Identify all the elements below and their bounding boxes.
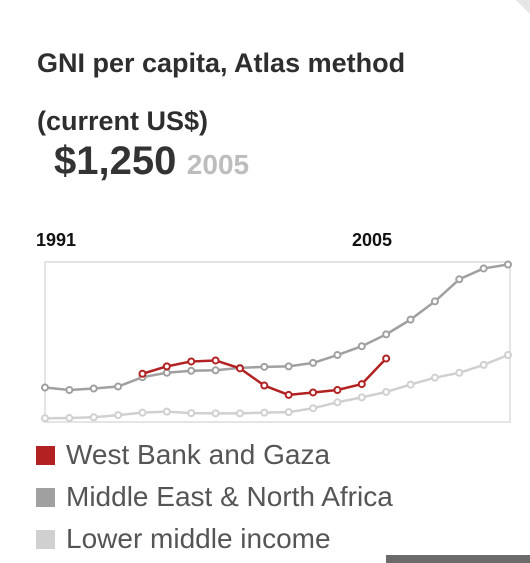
series-1-point-9[interactable] (260, 362, 269, 371)
series-1-point-12[interactable] (333, 351, 342, 360)
series-2-point-19[interactable] (504, 351, 512, 360)
series-1-point-7[interactable] (211, 366, 220, 375)
series-0-point-7[interactable] (309, 388, 318, 397)
legend-swatch-2 (36, 529, 55, 549)
legend-label-1: Middle East & North Africa (66, 481, 393, 512)
series-2-point-15[interactable] (406, 380, 415, 389)
series-2-point-6[interactable] (187, 409, 196, 418)
series-1-point-11[interactable] (309, 358, 318, 367)
plot-frame (44, 261, 511, 423)
series-2-point-17[interactable] (455, 368, 464, 377)
series-1-point-15[interactable] (406, 315, 415, 324)
series-2-point-18[interactable] (479, 360, 488, 369)
legend-item-2[interactable]: Lower middle income (36, 518, 393, 560)
series-2-point-14[interactable] (382, 387, 391, 396)
series-1-point-0[interactable] (41, 383, 49, 392)
chart-legend: West Bank and Gaza Middle East & North Af… (36, 434, 393, 560)
series-1-point-16[interactable] (430, 297, 439, 306)
corner-fold (516, 0, 530, 14)
series-1-point-13[interactable] (357, 342, 366, 351)
legend-label-2: Lower middle income (66, 523, 331, 554)
series-0-point-4[interactable] (235, 364, 244, 373)
series-0-point-0[interactable] (138, 369, 147, 378)
series-1-point-5[interactable] (162, 368, 171, 377)
series-0-point-9[interactable] (357, 380, 366, 389)
legend-swatch-1 (36, 487, 55, 507)
legend-item-1[interactable]: Middle East & North Africa (36, 476, 393, 518)
series-1-point-17[interactable] (455, 275, 464, 284)
series-1-point-2[interactable] (89, 384, 98, 393)
series-2-point-7[interactable] (211, 409, 220, 418)
series-2-point-0[interactable] (41, 414, 49, 423)
series-1-point-3[interactable] (114, 382, 123, 391)
chart-title: GNI per capita, Atlas method (current US… (37, 48, 406, 136)
series-2-point-9[interactable] (260, 408, 269, 417)
series-1-point-1[interactable] (65, 385, 74, 394)
series-2-point-16[interactable] (430, 373, 439, 382)
series-0-point-8[interactable] (333, 385, 342, 394)
series-0-point-10[interactable] (382, 354, 391, 363)
series-1-point-14[interactable] (382, 330, 391, 339)
series-0-point-5[interactable] (260, 381, 269, 390)
series-2-point-10[interactable] (284, 408, 293, 417)
series-2-point-2[interactable] (89, 413, 98, 422)
series-0-point-1[interactable] (162, 362, 171, 371)
series-1-point-18[interactable] (479, 264, 488, 273)
series-2-point-13[interactable] (357, 393, 366, 402)
latest-value: $1,250 (54, 139, 177, 183)
series-0-point-2[interactable] (187, 357, 196, 366)
series-2-point-3[interactable] (114, 411, 123, 420)
legend-label-0: West Bank and Gaza (66, 439, 331, 470)
series-2-point-8[interactable] (235, 409, 244, 418)
x-end-label: 2005 (352, 230, 393, 250)
bottom-bar (386, 555, 530, 563)
headline-value: $1,250 2005 (54, 139, 249, 184)
series-line-2 (44, 353, 509, 420)
legend-swatch-0 (36, 445, 55, 465)
x-start-label: 1991 (36, 230, 77, 250)
legend-item-0[interactable]: West Bank and Gaza (36, 434, 393, 476)
series-0-point-3[interactable] (211, 356, 220, 365)
series-line-1 (44, 263, 509, 392)
series-0-point-6[interactable] (284, 390, 293, 399)
series-1-point-6[interactable] (187, 366, 196, 375)
series-2-point-4[interactable] (138, 408, 147, 417)
series-2-point-12[interactable] (333, 398, 342, 407)
latest-value-year: 2005 (186, 149, 250, 180)
series-2-point-11[interactable] (309, 404, 318, 413)
series-1-point-19[interactable] (504, 260, 512, 269)
series-2-point-1[interactable] (65, 414, 74, 423)
series-2-point-5[interactable] (162, 407, 171, 416)
series-1-point-10[interactable] (284, 362, 293, 371)
